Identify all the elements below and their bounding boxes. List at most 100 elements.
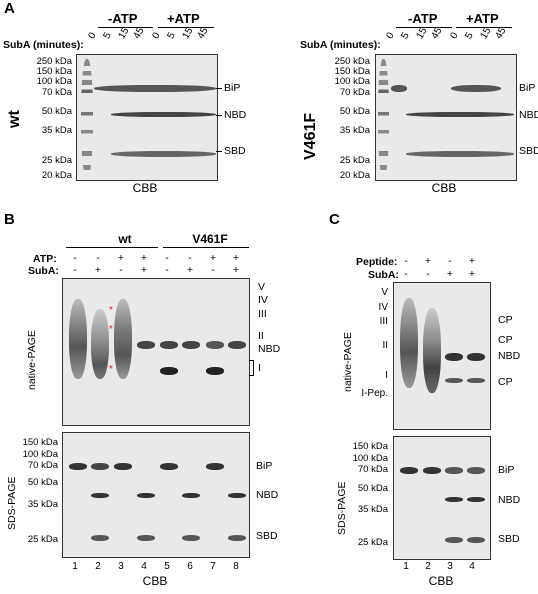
a-left-nbd-band bbox=[111, 112, 216, 117]
b-sds-nbd-4 bbox=[137, 493, 155, 498]
a-left-bip-label: BiP bbox=[224, 82, 241, 94]
c-sds-nbd-3 bbox=[445, 497, 463, 502]
b-suba-sign: + bbox=[232, 264, 240, 276]
a-left-cbb: CBB bbox=[132, 181, 158, 195]
c-suba-sign: + bbox=[446, 268, 454, 280]
b-native-I-7 bbox=[206, 367, 224, 375]
c-native-left-label: I-Pep. bbox=[361, 388, 388, 399]
c-peptide-sign: + bbox=[468, 255, 476, 267]
c-suba-sign: - bbox=[426, 268, 430, 280]
b-native-right-label: I bbox=[258, 362, 261, 374]
b-lane-number: 8 bbox=[233, 561, 239, 572]
a-timepoint: 15 bbox=[478, 25, 494, 41]
b-sds-bip-5 bbox=[160, 463, 178, 470]
b-native-I-bracket bbox=[249, 360, 254, 376]
a-left-bip-tick bbox=[216, 88, 222, 89]
a-left-marker: 150 kDa bbox=[36, 66, 72, 77]
a-left-suba-label: SubA (minutes): bbox=[3, 39, 84, 51]
c-lane-number: 2 bbox=[425, 561, 431, 572]
c-native-nbd-3 bbox=[445, 353, 463, 361]
c-sds-nbd-label: NBD bbox=[498, 494, 521, 506]
a-right-marker: 70 kDa bbox=[339, 87, 370, 98]
c-sds-bip-2 bbox=[423, 467, 441, 474]
c-sds-bip-1 bbox=[400, 467, 418, 474]
c-sds-sbd-3 bbox=[445, 537, 463, 543]
a-left-ladder bbox=[81, 59, 93, 177]
b-atp-sign: - bbox=[165, 252, 169, 264]
c-peptide-sign: - bbox=[404, 255, 408, 267]
a-left-marker: 70 kDa bbox=[41, 87, 72, 98]
a-right-ladder bbox=[378, 59, 389, 177]
a-right-marker: 250 kDa bbox=[334, 56, 370, 67]
b-native-I-5 bbox=[160, 367, 178, 375]
a-right-marker: 50 kDa bbox=[339, 106, 370, 117]
b-atp-sign: - bbox=[73, 252, 77, 264]
c-native-left-label: V bbox=[381, 287, 388, 298]
c-suba-sign: - bbox=[404, 268, 408, 280]
a-left-plus-atp: +ATP bbox=[167, 11, 200, 26]
a-left-minus-atp: -ATP bbox=[108, 11, 138, 26]
panel-c-letter: C bbox=[329, 211, 340, 228]
a-right-gel bbox=[375, 54, 517, 181]
a-right-bip-band bbox=[391, 85, 407, 92]
b-lane-number: 7 bbox=[210, 561, 216, 572]
b-wt-line bbox=[66, 247, 158, 248]
c-native-gel bbox=[393, 282, 491, 430]
b-cbb: CBB bbox=[142, 574, 168, 588]
b-atp-sign: + bbox=[209, 252, 217, 264]
b-atp-sign: + bbox=[232, 252, 240, 264]
a-right-plus-line bbox=[456, 27, 512, 28]
b-sds-bip-2 bbox=[91, 463, 109, 470]
a-timepoint: 15 bbox=[414, 25, 430, 41]
b-native-nbd-6 bbox=[182, 341, 200, 349]
c-sds-marker: 50 kDa bbox=[357, 483, 388, 494]
b-sds-marker: 50 kDa bbox=[27, 477, 58, 488]
b-native-right-label: NBD bbox=[258, 343, 281, 355]
a-right-sbd-band bbox=[406, 151, 514, 157]
b-atp-sign: + bbox=[117, 252, 125, 264]
c-sds-sbd-4 bbox=[467, 537, 485, 543]
a-timepoint: 0 bbox=[448, 30, 461, 41]
a-timepoint: 45 bbox=[131, 25, 147, 41]
b-sds-gel bbox=[62, 432, 250, 558]
c-sds-bip-label: BiP bbox=[498, 464, 515, 476]
c-sds-gel bbox=[393, 436, 491, 560]
b-atp-label: ATP: bbox=[33, 253, 57, 265]
c-native-right-label: CP bbox=[498, 334, 513, 346]
b-native-right-label: III bbox=[258, 308, 267, 320]
a-right-marker: 35 kDa bbox=[339, 125, 370, 136]
b-native-nbd-4 bbox=[137, 341, 155, 349]
b-sds-bip-3 bbox=[114, 463, 132, 470]
b-sds-sbd-4 bbox=[137, 535, 155, 541]
a-left-nbd-label: NBD bbox=[224, 109, 247, 121]
c-sds-marker: 35 kDa bbox=[357, 504, 388, 515]
c-sds-nbd-4 bbox=[467, 497, 485, 502]
b-atp-sign: + bbox=[140, 252, 148, 264]
c-sds-marker: 150 kDa bbox=[352, 441, 388, 452]
a-timepoint: 15 bbox=[116, 25, 132, 41]
a-right-cbb: CBB bbox=[431, 181, 457, 195]
b-sds-bip-7 bbox=[206, 463, 224, 470]
c-peptide-label: Peptide: bbox=[356, 256, 398, 268]
c-native-left-label: IV bbox=[378, 302, 388, 313]
b-sds-nbd-6 bbox=[182, 493, 200, 498]
c-sds-marker: 100 kDa bbox=[352, 453, 388, 464]
c-native-nbd-4 bbox=[467, 353, 485, 361]
b-sds-marker: 25 kDa bbox=[27, 534, 58, 545]
b-suba-label: SubA: bbox=[28, 265, 59, 277]
a-timepoint: 5 bbox=[399, 30, 412, 41]
c-sds-marker: 70 kDa bbox=[357, 464, 388, 475]
b-native-right-label: IV bbox=[258, 294, 268, 306]
b-sds-sbd-8 bbox=[228, 535, 246, 541]
b-sds-sbd-6 bbox=[182, 535, 200, 541]
b-native-smear-3 bbox=[114, 299, 132, 379]
a-right-sbd-label: SBD bbox=[519, 145, 538, 157]
c-suba-label: SubA: bbox=[368, 269, 399, 281]
b-sds-marker: 70 kDa bbox=[27, 460, 58, 471]
b-lane-number: 4 bbox=[141, 561, 147, 572]
a-right-marker: 150 kDa bbox=[334, 66, 370, 77]
a-left-marker: 50 kDa bbox=[41, 106, 72, 117]
c-sds-sbd-label: SBD bbox=[498, 533, 520, 545]
b-native-label: native-PAGE bbox=[26, 330, 38, 390]
a-right-minus-atp: -ATP bbox=[408, 11, 438, 26]
